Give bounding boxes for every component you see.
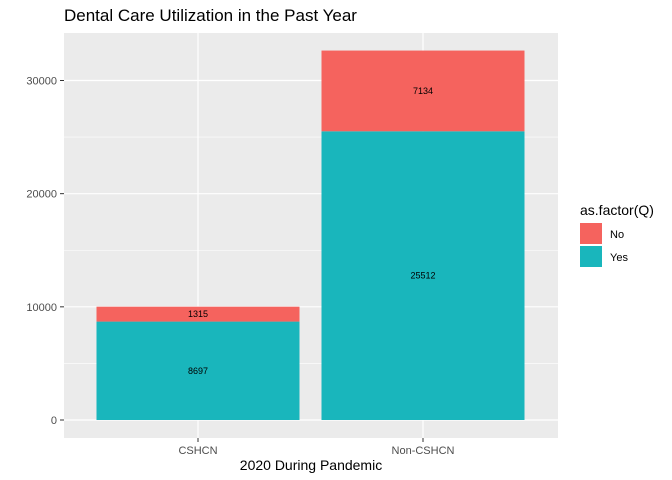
bar-no-non-cshcn <box>321 50 525 132</box>
y-tick-label: 20000 <box>26 189 57 201</box>
y-axis: 0 10000 20000 30000 <box>26 76 64 427</box>
data-label: 8697 <box>188 366 208 376</box>
legend-key-yes <box>580 246 602 267</box>
legend: as.factor(Q) No Yes <box>580 202 654 267</box>
x-tick-label: Non-CSHCN <box>392 445 455 457</box>
x-axis-title: 2020 During Pandemic <box>240 457 382 473</box>
x-axis: CSHCN Non-CSHCN <box>178 438 455 457</box>
data-label: 7134 <box>413 86 433 96</box>
legend-title: as.factor(Q) <box>580 202 654 218</box>
y-tick-label: 0 <box>51 415 57 427</box>
x-tick-label: CSHCN <box>178 445 217 457</box>
y-tick-label: 10000 <box>26 302 57 314</box>
data-label: 25512 <box>410 271 435 281</box>
chart-title: Dental Care Utilization in the Past Year <box>64 6 357 25</box>
y-tick-label: 30000 <box>26 76 57 88</box>
legend-key-no <box>580 223 602 244</box>
data-labels: 8697 1315 25512 7134 <box>188 86 436 376</box>
bar-yes-non-cshcn <box>321 131 525 421</box>
bars <box>96 50 525 421</box>
bar-no-cshcn <box>96 306 300 322</box>
legend-label-yes: Yes <box>610 252 628 264</box>
data-label: 1315 <box>188 309 208 319</box>
legend-label-no: No <box>610 229 624 241</box>
bar-yes-cshcn <box>96 321 300 420</box>
